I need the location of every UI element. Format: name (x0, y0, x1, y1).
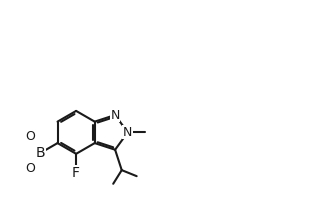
Text: N: N (110, 108, 120, 121)
Text: B: B (36, 146, 46, 160)
Text: F: F (72, 166, 80, 180)
Text: N: N (123, 126, 132, 139)
Text: O: O (25, 130, 35, 143)
Text: O: O (25, 162, 35, 175)
